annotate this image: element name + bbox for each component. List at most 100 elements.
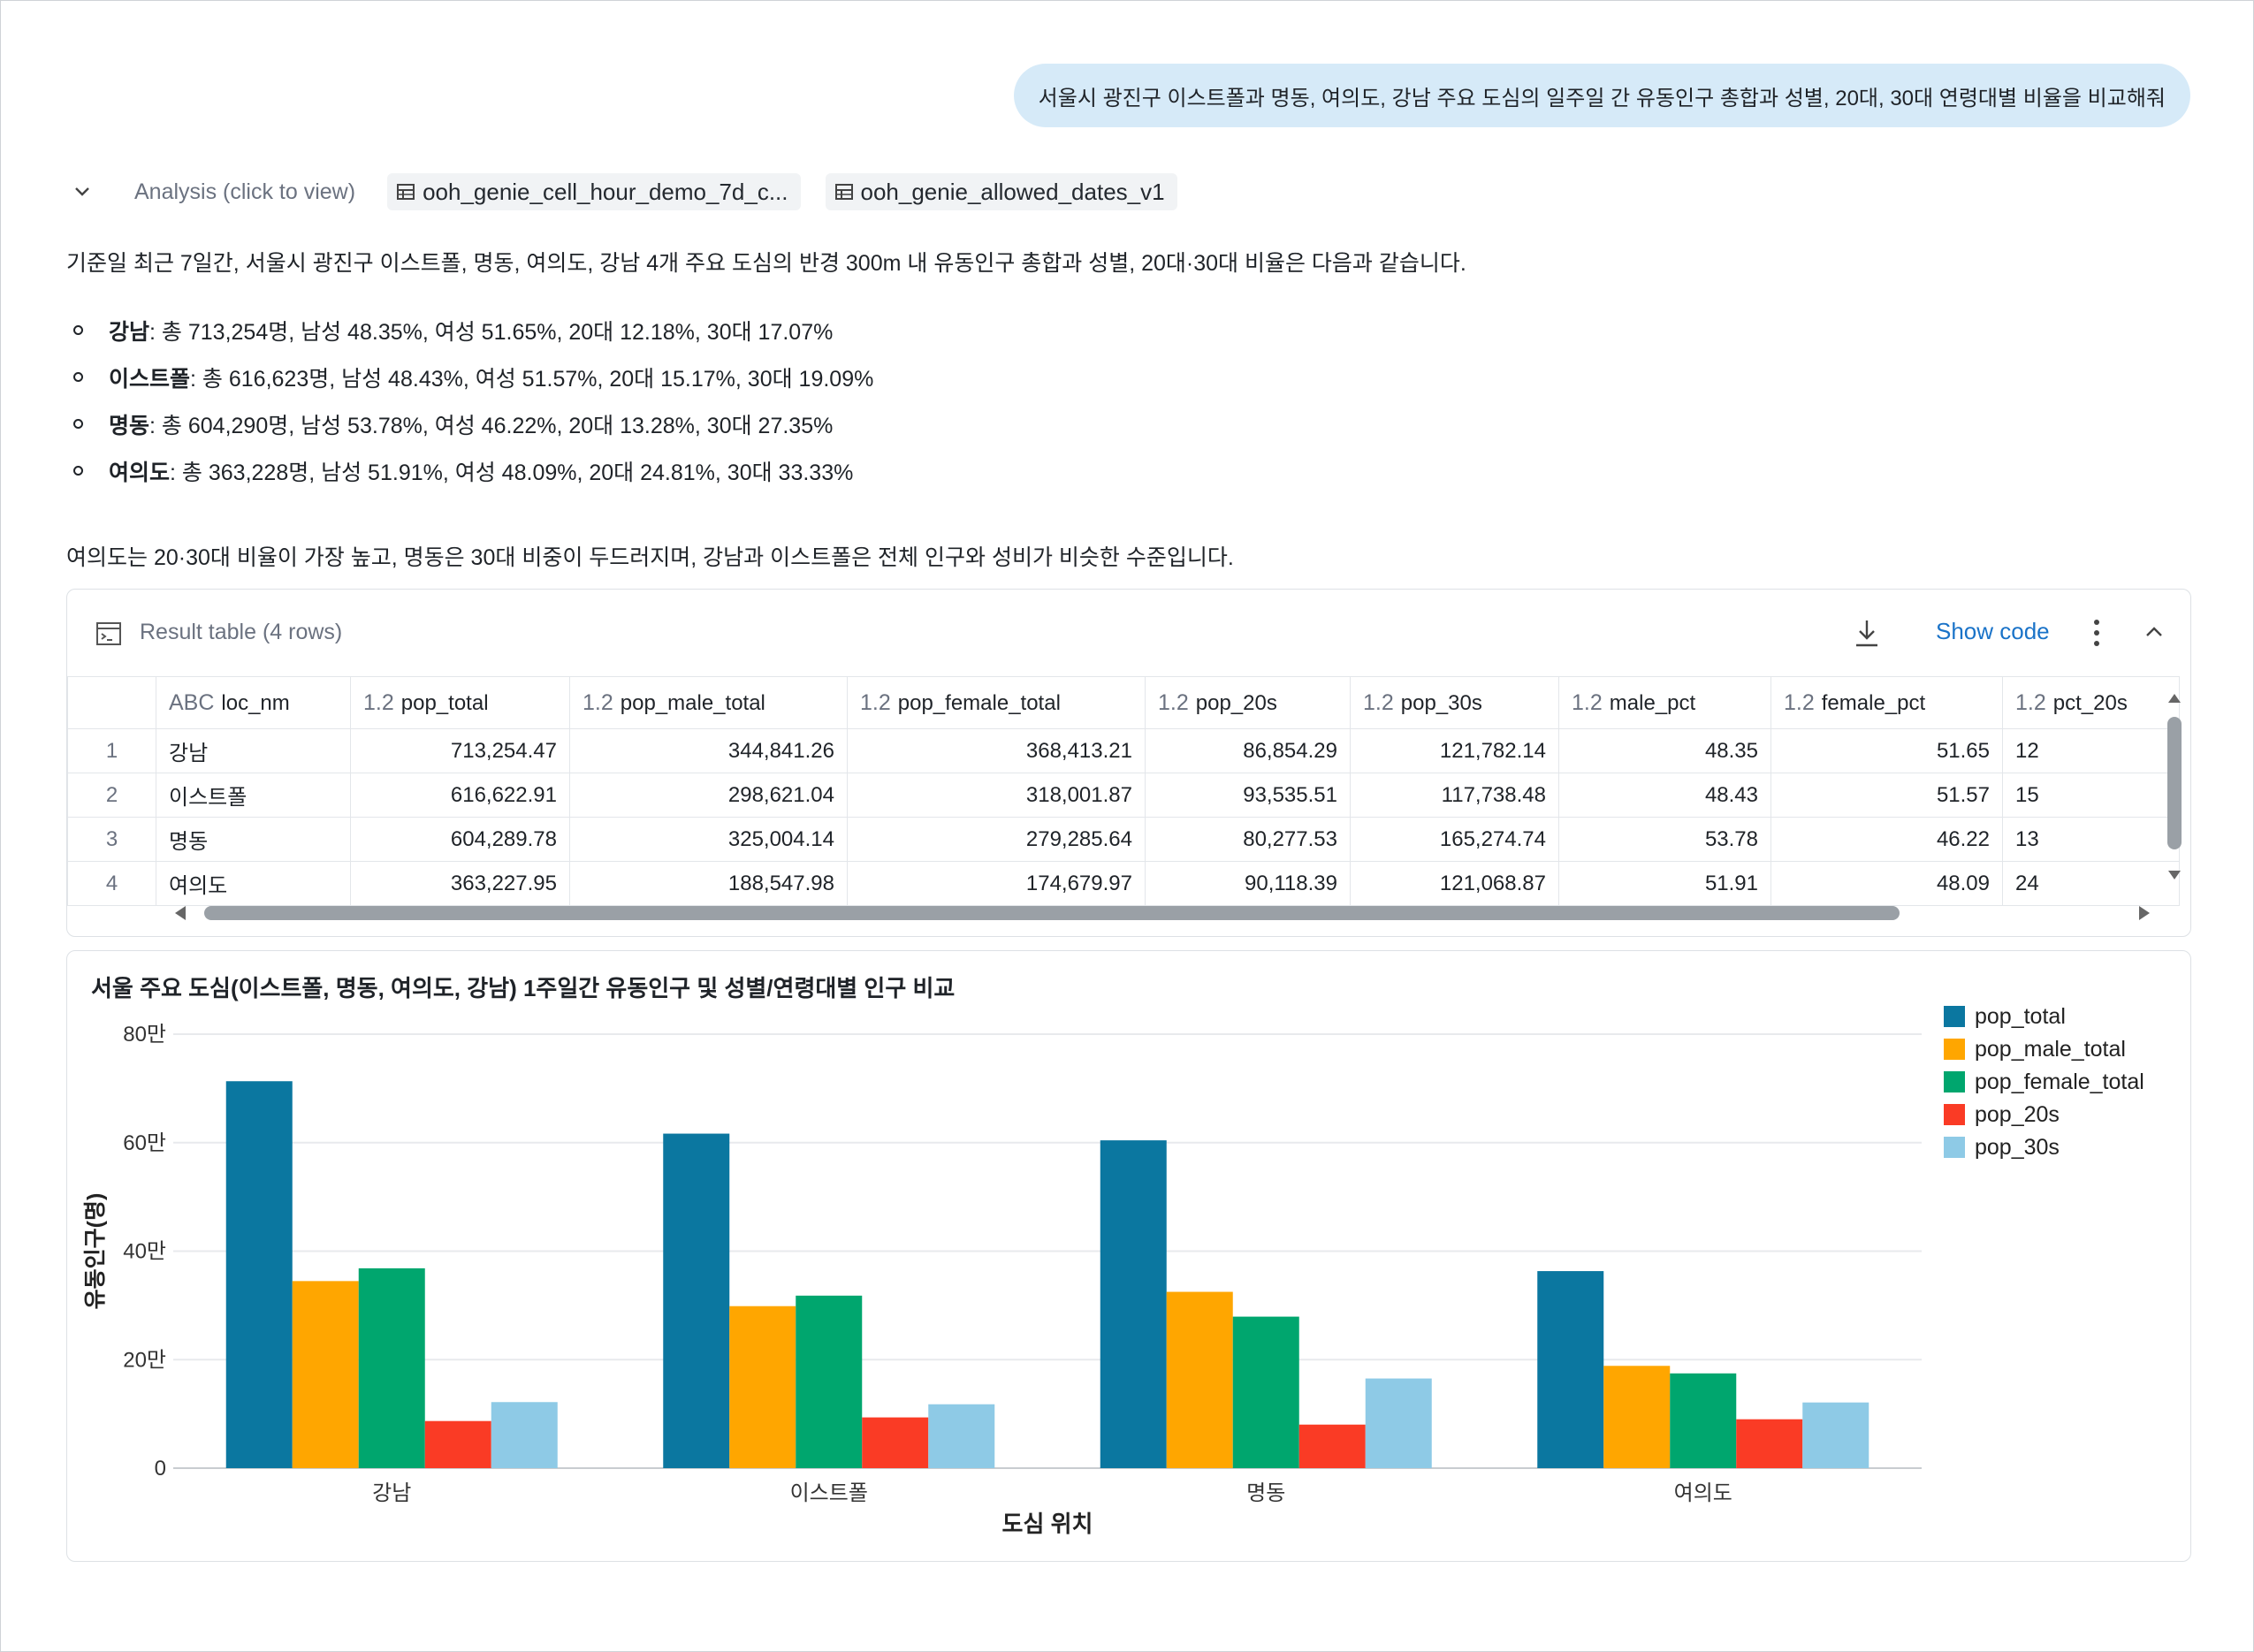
location-name: 강남 — [109, 319, 150, 345]
location-name: 여의도 — [109, 460, 171, 485]
bar-pop_male_total — [1166, 1291, 1233, 1468]
result-table: ABC loc_nm 1.2 pop_total 1.2 pop_male_total… — [67, 676, 2180, 906]
column-header[interactable]: 1.2 female_pct — [1770, 676, 2003, 729]
y-tick-label: 80만 — [123, 1023, 166, 1047]
bar-pop_total — [1537, 1271, 1604, 1468]
legend-swatch — [1944, 1137, 1965, 1158]
bar-pop_total — [225, 1081, 293, 1468]
bar-pop_30s — [1365, 1378, 1432, 1468]
y-tick-label: 0 — [155, 1457, 166, 1481]
y-tick-label: 60만 — [123, 1131, 166, 1155]
table-icon — [397, 184, 415, 200]
legend-swatch — [1944, 1104, 1965, 1125]
bar-pop_20s — [1736, 1419, 1803, 1468]
bar-pop_female_total — [1232, 1316, 1299, 1468]
terminal-table-icon — [96, 622, 121, 645]
result-table-header: Result table (4 rows) Show code — [67, 590, 2190, 676]
bar-pop_20s — [862, 1417, 929, 1468]
table-row[interactable]: 4 여의도 363,227.95 188,547.98 174,679.97 90,1… — [67, 861, 2180, 906]
bar-pop_female_total — [796, 1295, 863, 1468]
column-header[interactable]: 1.2 pop_male_total — [569, 676, 848, 729]
list-item: 강남: 총 713,254명, 남성 48.35%, 여성 51.65%, 20… — [66, 307, 873, 354]
chevron-down-icon[interactable] — [71, 180, 94, 203]
table-header-row: ABC loc_nm 1.2 pop_total 1.2 pop_male_total… — [67, 676, 2180, 729]
vertical-scrollbar[interactable] — [2160, 685, 2187, 888]
horizontal-scrollbar[interactable] — [67, 895, 2190, 931]
bar-pop_male_total — [292, 1281, 359, 1468]
table-row[interactable]: 2 이스트폴 616,622.91 298,621.04 318,001.87 93,… — [67, 773, 2180, 818]
legend-label: pop_20s — [1975, 1102, 2060, 1127]
number-type-icon: 1.2 — [860, 689, 891, 715]
chart-card: 서울 주요 도심(이스트폴, 명동, 여의도, 강남) 1주일간 유동인구 및 … — [66, 950, 2191, 1562]
result-table-scroll-area[interactable]: ABC loc_nm 1.2 pop_total 1.2 pop_male_total… — [67, 676, 2190, 936]
bar-pop_female_total — [358, 1268, 425, 1468]
column-header[interactable]: 1.2 pct_20s — [2002, 676, 2180, 729]
row-index-header — [67, 676, 156, 729]
chart-title: 서울 주요 도심(이스트폴, 명동, 여의도, 강남) 1주일간 유동인구 및 … — [91, 975, 956, 1001]
bar-pop_male_total — [729, 1306, 796, 1468]
chevron-up-icon[interactable] — [2143, 621, 2166, 643]
list-item: 명동: 총 604,290명, 남성 53.78%, 여성 46.22%, 20… — [66, 400, 873, 447]
analysis-table-chip[interactable]: ooh_genie_cell_hour_demo_7d_c... — [387, 173, 801, 210]
result-table-title: Result table (4 rows) — [140, 620, 343, 644]
answer-intro: 기준일 최근 7일간, 서울시 광진구 이스트폴, 명동, 여의도, 강남 4개… — [66, 251, 1466, 276]
location-stats: : 총 604,290명, 남성 53.78%, 여성 46.22%, 20대 … — [149, 413, 834, 438]
x-tick-label: 여의도 — [1674, 1481, 1732, 1505]
bar-pop_total — [663, 1133, 730, 1468]
y-tick-label: 20만 — [123, 1348, 166, 1372]
x-tick-label: 명동 — [1246, 1481, 1285, 1505]
bar-pop_30s — [928, 1404, 995, 1468]
bar-pop_total — [1100, 1140, 1167, 1468]
x-axis-label: 도심 위치 — [1002, 1511, 1093, 1537]
location-stats: : 총 713,254명, 남성 48.35%, 여성 51.65%, 20대 … — [149, 319, 834, 345]
answer-bullet-list: 강남: 총 713,254명, 남성 48.35%, 여성 51.65%, 20… — [66, 307, 873, 494]
legend-swatch — [1944, 1039, 1965, 1060]
download-icon[interactable] — [1853, 618, 1881, 648]
x-tick-label: 강남 — [372, 1481, 411, 1505]
analysis-table-chip[interactable]: ooh_genie_allowed_dates_v1 — [825, 173, 1177, 210]
column-header[interactable]: 1.2 pop_total — [350, 676, 570, 729]
bar-pop_20s — [424, 1420, 491, 1468]
column-header[interactable]: 1.2 pop_30s — [1350, 676, 1559, 729]
number-type-icon: 1.2 — [363, 689, 394, 715]
column-header[interactable]: 1.2 pop_female_total — [847, 676, 1146, 729]
bar-pop_male_total — [1603, 1366, 1671, 1468]
table-icon — [834, 184, 853, 200]
location-stats: : 총 363,228명, 남성 51.91%, 여성 48.09%, 20대 … — [170, 460, 854, 485]
string-type-icon: ABC — [169, 689, 215, 715]
number-type-icon: 1.2 — [1784, 689, 1815, 715]
bar-pop_female_total — [1670, 1373, 1737, 1468]
user-message-bubble: 서울시 광진구 이스트폴과 명동, 여의도, 강남 주요 도심의 일주일 간 유… — [1013, 64, 2190, 127]
analysis-row: Analysis (click to view) ooh_genie_cell_… — [71, 173, 1177, 210]
table-row[interactable]: 3 명동 604,289.78 325,004.14 279,285.64 80,27… — [67, 817, 2180, 862]
number-type-icon: 1.2 — [1158, 689, 1189, 715]
column-header[interactable]: ABC loc_nm — [156, 676, 351, 729]
number-type-icon: 1.2 — [2015, 689, 2046, 715]
table-row[interactable]: 1 강남 713,254.47 344,841.26 368,413.21 86,85… — [67, 728, 2180, 773]
result-table-card: Result table (4 rows) Show code ABC loc_n… — [66, 589, 2191, 937]
legend-label: pop_female_total — [1975, 1070, 2144, 1094]
legend-label: pop_30s — [1975, 1135, 2060, 1160]
number-type-icon: 1.2 — [1572, 689, 1603, 715]
y-tick-label: 40만 — [123, 1240, 166, 1264]
location-stats: : 총 616,623명, 남성 48.43%, 여성 51.57%, 20대 … — [190, 366, 874, 392]
analysis-toggle[interactable]: Analysis (click to view) — [134, 179, 356, 204]
bar-pop_30s — [1802, 1402, 1869, 1468]
list-item: 여의도: 총 363,228명, 남성 51.91%, 여성 48.09%, 2… — [66, 447, 873, 494]
y-axis-label: 유동인구(명) — [83, 1193, 108, 1310]
chip-label: ooh_genie_cell_hour_demo_7d_c... — [423, 178, 788, 205]
legend-label: pop_total — [1975, 1004, 2066, 1029]
legend-label: pop_male_total — [1975, 1037, 2126, 1062]
bar-pop_20s — [1298, 1424, 1366, 1468]
column-header[interactable]: 1.2 pop_20s — [1145, 676, 1351, 729]
show-code-button[interactable]: Show code — [1936, 618, 2050, 644]
more-options-icon[interactable] — [2091, 618, 2102, 648]
legend-swatch — [1944, 1071, 1965, 1092]
location-name: 명동 — [109, 413, 150, 438]
list-item: 이스트폴: 총 616,623명, 남성 48.43%, 여성 51.57%, … — [66, 354, 873, 400]
location-name: 이스트폴 — [109, 366, 191, 392]
number-type-icon: 1.2 — [1363, 689, 1394, 715]
column-header[interactable]: 1.2 male_pct — [1558, 676, 1771, 729]
answer-summary: 여의도는 20·30대 비율이 가장 높고, 명동은 30대 비중이 두드러지며… — [66, 545, 1234, 570]
